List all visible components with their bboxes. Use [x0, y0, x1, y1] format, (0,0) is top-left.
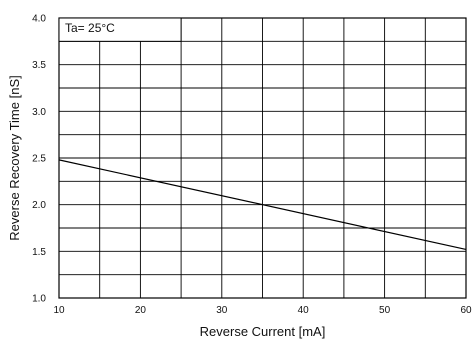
- x-tick-label: 10: [53, 305, 65, 316]
- x-tick-labels: 10 20 30 40 50 60: [53, 305, 472, 316]
- annotation-box-frame: [58, 17, 182, 42]
- y-tick-labels: 1.0 1.5 2.0 2.5 3.0 3.5 4.0: [32, 14, 46, 305]
- y-tick-label: 1.0: [32, 294, 46, 305]
- series-line: [58, 159, 467, 251]
- plot-frame: [58, 17, 467, 299]
- annotation-box: Ta= 25°C: [58, 17, 182, 42]
- y-tick-label: 2.5: [32, 154, 46, 165]
- y-tick-label: 2.0: [32, 200, 46, 211]
- annotation-text: Ta= 25°C: [65, 21, 115, 35]
- x-axis-title: Reverse Current [mA]: [200, 324, 326, 339]
- grid: [59, 18, 466, 298]
- x-tick-label: 40: [298, 305, 310, 316]
- y-tick-label: 3.5: [32, 60, 46, 71]
- series-layer: [58, 159, 467, 251]
- x-tick-label: 20: [135, 305, 147, 316]
- y-tick-label: 4.0: [32, 14, 46, 25]
- y-axis-title: Reverse Recovery Time [nS]: [7, 75, 22, 240]
- y-tick-label: 3.0: [32, 107, 46, 118]
- x-tick-label: 50: [379, 305, 391, 316]
- x-tick-label: 30: [216, 305, 228, 316]
- x-tick-label: 60: [460, 305, 472, 316]
- y-tick-label: 1.5: [32, 247, 46, 258]
